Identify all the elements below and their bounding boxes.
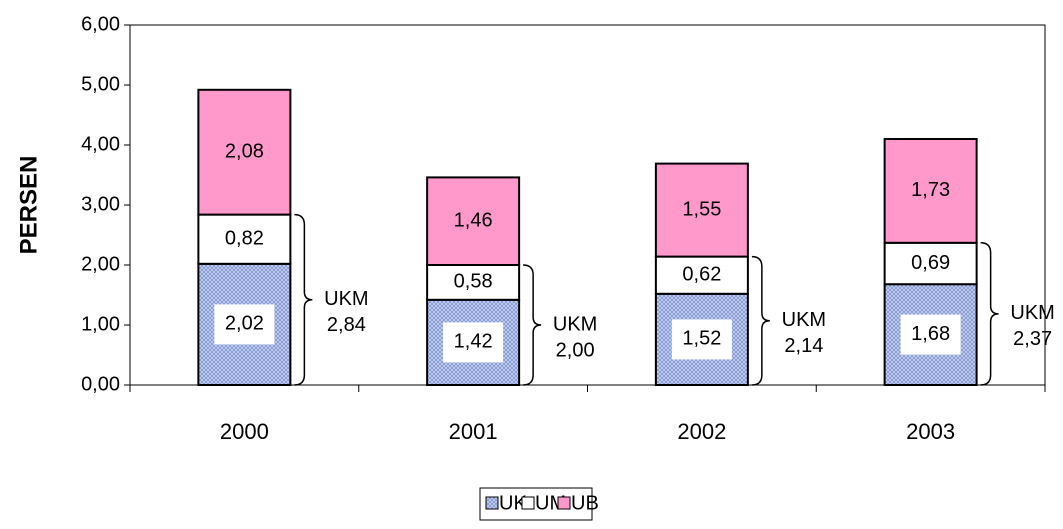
bar-segment <box>654 255 749 295</box>
legend-swatch <box>557 496 571 510</box>
y-tick-label: 3,00 <box>81 193 120 215</box>
label-background <box>443 322 504 363</box>
annotation-value: 2,84 <box>327 314 366 336</box>
bar-segment <box>197 88 292 216</box>
value-label: 1,68 <box>911 323 950 345</box>
annotation-value: 2,37 <box>1013 328 1052 350</box>
brace <box>980 242 999 386</box>
annotation-label: UKM <box>782 309 826 331</box>
value-label: 1,46 <box>454 209 493 231</box>
legend-label: UK <box>499 492 527 514</box>
y-tick-label: 0,00 <box>81 373 120 395</box>
y-tick-label: 2,00 <box>81 253 120 275</box>
bar-segment <box>883 138 978 244</box>
bar-segment <box>426 264 521 301</box>
bar-segment <box>654 162 749 258</box>
y-tick-label: 1,00 <box>81 313 120 335</box>
legend-swatch <box>485 496 499 510</box>
x-tick-label: 2002 <box>677 419 726 444</box>
y-tick-label: 6,00 <box>81 13 120 35</box>
value-label: 1,52 <box>682 328 721 350</box>
y-tick-label: 5,00 <box>81 73 120 95</box>
value-label: 1,73 <box>911 179 950 201</box>
value-label: 2,02 <box>225 313 264 335</box>
legend-box <box>479 487 593 521</box>
bar-segment <box>426 176 521 266</box>
annotation-value: 2,00 <box>556 339 595 361</box>
value-label: 0,82 <box>225 227 264 249</box>
brace <box>751 255 770 386</box>
value-label: 0,62 <box>682 263 721 285</box>
annotation-label: UKM <box>1010 302 1054 324</box>
label-background <box>671 319 732 360</box>
label-background <box>900 314 961 355</box>
value-label: 1,42 <box>454 331 493 353</box>
value-label: 2,08 <box>225 140 264 162</box>
annotation-value: 2,14 <box>784 335 823 357</box>
x-tick-label: 2003 <box>906 419 955 444</box>
y-tick-label: 4,00 <box>81 133 120 155</box>
annotation-label: UKM <box>553 313 597 335</box>
brace <box>523 264 542 386</box>
value-label: 1,55 <box>682 198 721 220</box>
value-label: 0,69 <box>911 252 950 274</box>
legend-label: UB <box>571 492 599 514</box>
annotation-label: UKM <box>324 288 368 310</box>
x-tick-label: 2001 <box>449 419 498 444</box>
x-tick-label: 2000 <box>220 419 269 444</box>
value-label: 0,58 <box>454 271 493 293</box>
y-axis-label: PERSEN <box>15 156 42 255</box>
label-background <box>214 304 275 345</box>
legend-swatch <box>521 496 535 510</box>
brace <box>294 213 313 386</box>
